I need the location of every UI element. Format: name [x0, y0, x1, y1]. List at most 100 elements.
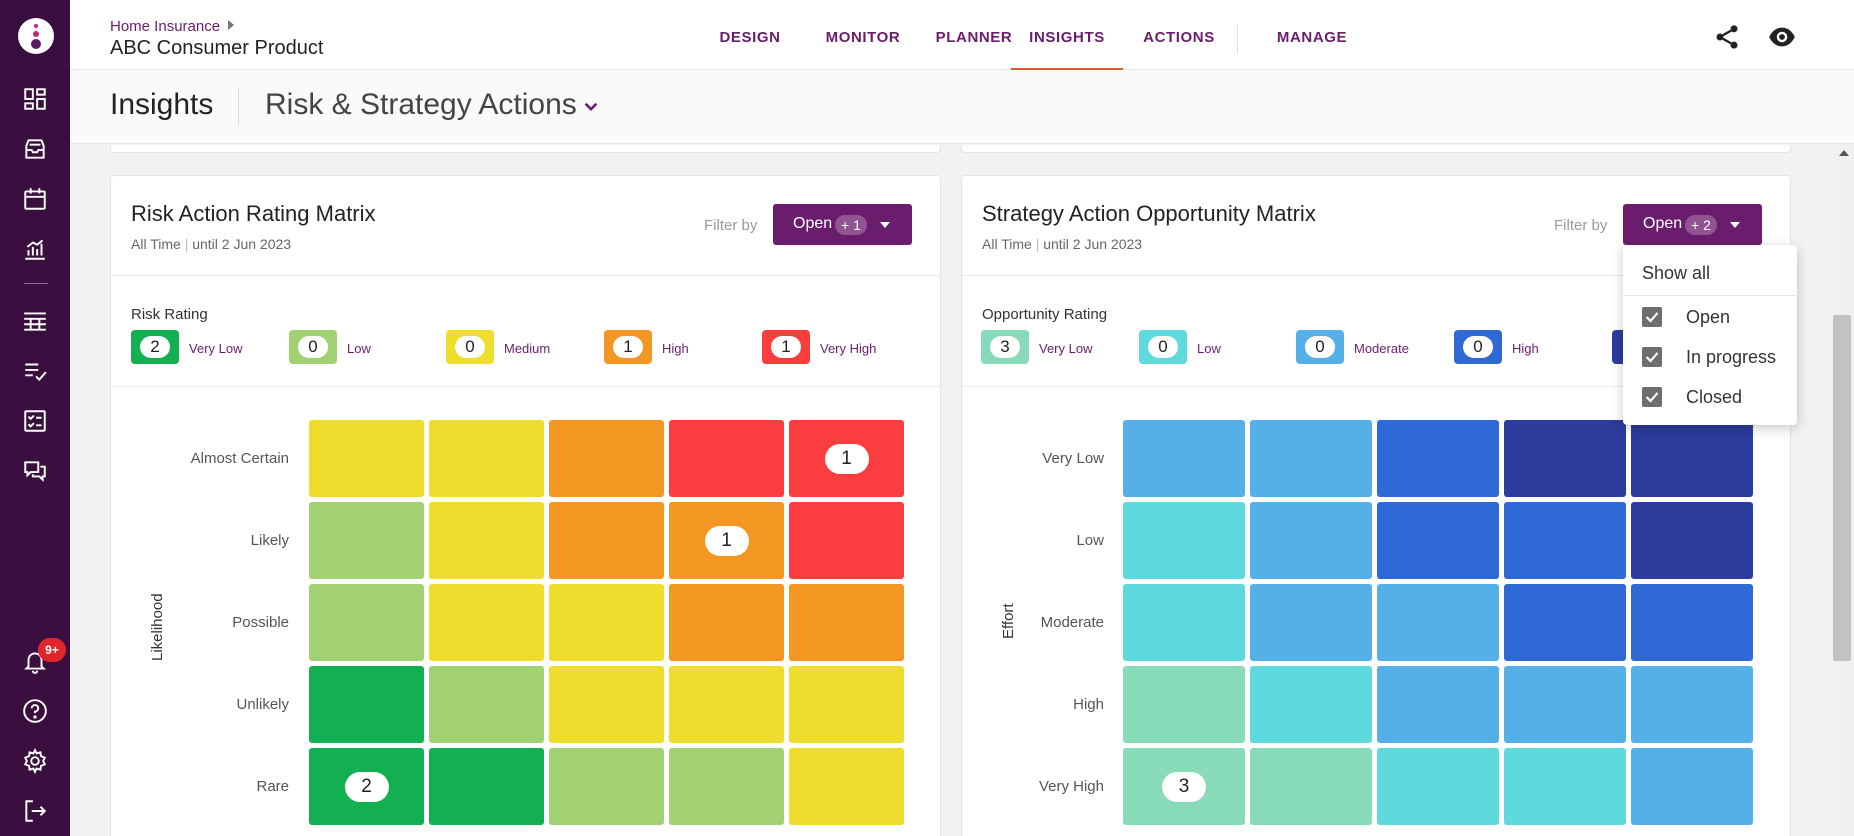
- matrix-cell[interactable]: [429, 502, 544, 579]
- matrix-cell[interactable]: [1250, 502, 1372, 579]
- matrix-cell[interactable]: [1377, 666, 1499, 743]
- matrix-cell[interactable]: [1123, 502, 1245, 579]
- filter-option-closed[interactable]: Closed: [1642, 385, 1792, 411]
- scroll-up-arrow-icon[interactable]: [1839, 150, 1849, 156]
- matrix-cell[interactable]: 1: [669, 502, 784, 579]
- matrix-cell[interactable]: [1250, 666, 1372, 743]
- matrix-cell[interactable]: [1504, 666, 1626, 743]
- matrix-cell[interactable]: [1631, 420, 1753, 497]
- chevron-down-icon[interactable]: [578, 94, 604, 120]
- matrix-cell[interactable]: [429, 584, 544, 661]
- calendar-icon[interactable]: [22, 186, 48, 212]
- show-all-option[interactable]: Show all: [1642, 263, 1711, 283]
- matrix-cell[interactable]: [309, 502, 424, 579]
- matrix-cell[interactable]: [1250, 748, 1372, 825]
- task-icon[interactable]: [22, 408, 48, 434]
- legend-swatch: 0: [289, 330, 337, 364]
- matrix-cell[interactable]: [789, 584, 904, 661]
- table-icon[interactable]: [22, 308, 48, 334]
- share-icon[interactable]: [1713, 23, 1741, 51]
- matrix-cell[interactable]: [549, 584, 664, 661]
- matrix-cell[interactable]: [1504, 420, 1626, 497]
- filter-button[interactable]: Open + 2: [1623, 204, 1762, 245]
- matrix-cell[interactable]: [309, 666, 424, 743]
- checkbox-checked-icon[interactable]: [1642, 307, 1662, 327]
- divider: [111, 275, 940, 276]
- legend-count: 2: [140, 336, 170, 358]
- matrix-cell[interactable]: [309, 584, 424, 661]
- matrix-cell[interactable]: [1250, 584, 1372, 661]
- checkbox-checked-icon[interactable]: [1642, 387, 1662, 407]
- tab-manage[interactable]: MANAGE: [1276, 29, 1348, 46]
- matrix-cell[interactable]: 1: [789, 420, 904, 497]
- matrix-cell[interactable]: [1377, 502, 1499, 579]
- breadcrumb-parent[interactable]: Home Insurance: [110, 18, 221, 35]
- divider: [1623, 295, 1797, 296]
- app-logo[interactable]: [18, 18, 54, 54]
- matrix-cell[interactable]: [1377, 748, 1499, 825]
- matrix-cell[interactable]: [789, 502, 904, 579]
- dashboard-icon[interactable]: [22, 86, 48, 112]
- matrix-cell[interactable]: 3: [1123, 748, 1245, 825]
- cell-count[interactable]: 2: [344, 771, 389, 802]
- matrix-cell[interactable]: [1377, 584, 1499, 661]
- row-label: Very High: [1038, 777, 1104, 795]
- risk-matrix-panel: Risk Action Rating Matrix All Time | unt…: [110, 175, 941, 836]
- filter-button[interactable]: Open + 1: [773, 204, 912, 245]
- matrix-cell[interactable]: [669, 420, 784, 497]
- matrix-cell[interactable]: [1123, 420, 1245, 497]
- matrix-cell[interactable]: [669, 748, 784, 825]
- matrix-cell[interactable]: [1504, 748, 1626, 825]
- matrix-cell[interactable]: [1504, 584, 1626, 661]
- matrix-cell[interactable]: [1377, 420, 1499, 497]
- cell-count[interactable]: 1: [704, 525, 749, 556]
- matrix-cell[interactable]: [549, 748, 664, 825]
- notifications-icon[interactable]: [22, 648, 48, 674]
- checkbox-checked-icon[interactable]: [1642, 347, 1662, 367]
- matrix-cell[interactable]: [1123, 584, 1245, 661]
- matrix-cell[interactable]: [789, 666, 904, 743]
- inbox-icon[interactable]: [22, 136, 48, 162]
- settings-icon[interactable]: [22, 748, 48, 774]
- tab-divider: [1237, 24, 1238, 54]
- option-label: Closed: [1686, 387, 1743, 407]
- matrix-cell[interactable]: [789, 748, 904, 825]
- scrollbar-thumb[interactable]: [1833, 315, 1851, 661]
- view-icon[interactable]: [1768, 23, 1796, 51]
- logout-icon[interactable]: [22, 798, 48, 824]
- help-icon[interactable]: [22, 698, 48, 724]
- matrix-cell[interactable]: [1631, 584, 1753, 661]
- tab-insights[interactable]: INSIGHTS: [1011, 0, 1123, 70]
- checklist-icon[interactable]: [22, 358, 48, 384]
- filter-option-open[interactable]: Open: [1642, 305, 1792, 331]
- breadcrumb[interactable]: Home Insurance: [110, 18, 235, 35]
- matrix-cell[interactable]: [1631, 748, 1753, 825]
- matrix-cell[interactable]: [1123, 666, 1245, 743]
- matrix-cell[interactable]: [669, 584, 784, 661]
- row-label: Very Low: [1042, 449, 1104, 467]
- feedback-icon[interactable]: [22, 458, 48, 484]
- matrix-cell[interactable]: 2: [309, 748, 424, 825]
- matrix-cell[interactable]: [429, 420, 544, 497]
- matrix-cell[interactable]: [309, 420, 424, 497]
- analytics-icon[interactable]: [22, 236, 48, 262]
- matrix-cell[interactable]: [549, 502, 664, 579]
- matrix-cell[interactable]: [429, 666, 544, 743]
- matrix-cell[interactable]: [1504, 502, 1626, 579]
- cell-count[interactable]: 3: [1162, 771, 1206, 802]
- tab-planner[interactable]: PLANNER: [935, 29, 1013, 46]
- tab-actions[interactable]: ACTIONS: [1143, 29, 1215, 46]
- tab-design[interactable]: DESIGN: [719, 29, 781, 46]
- matrix-cell[interactable]: [1631, 666, 1753, 743]
- filter-option-in-progress[interactable]: In progress: [1642, 345, 1792, 371]
- matrix-cell[interactable]: [549, 666, 664, 743]
- legend-swatch: 0: [446, 330, 494, 364]
- cell-count[interactable]: 1: [824, 443, 869, 474]
- matrix-cell[interactable]: [1250, 420, 1372, 497]
- matrix-cell[interactable]: [1631, 502, 1753, 579]
- view-selector[interactable]: Risk & Strategy Actions: [265, 88, 577, 121]
- tab-monitor[interactable]: MONITOR: [825, 29, 901, 46]
- matrix-cell[interactable]: [549, 420, 664, 497]
- matrix-cell[interactable]: [669, 666, 784, 743]
- matrix-cell[interactable]: [429, 748, 544, 825]
